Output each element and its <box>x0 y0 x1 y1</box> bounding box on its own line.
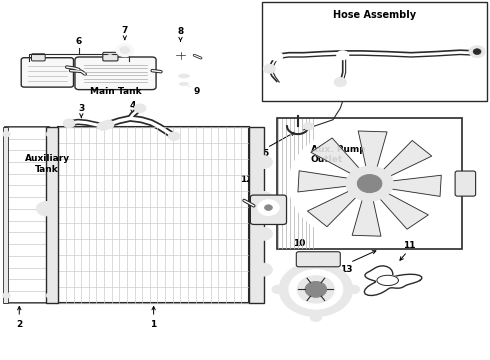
Circle shape <box>167 45 194 65</box>
FancyBboxPatch shape <box>103 52 118 61</box>
Circle shape <box>46 293 54 298</box>
Circle shape <box>469 46 485 57</box>
Circle shape <box>337 51 348 59</box>
Polygon shape <box>364 266 422 296</box>
Circle shape <box>134 104 146 113</box>
Circle shape <box>334 78 346 86</box>
Bar <box>46 127 50 303</box>
Circle shape <box>279 262 352 316</box>
Bar <box>46 127 58 303</box>
Circle shape <box>305 282 327 297</box>
Polygon shape <box>375 190 428 229</box>
Polygon shape <box>377 275 398 285</box>
Bar <box>2 127 7 303</box>
Circle shape <box>120 46 130 54</box>
Circle shape <box>264 64 275 73</box>
Circle shape <box>473 49 481 54</box>
Circle shape <box>357 175 382 193</box>
Text: 12: 12 <box>240 175 253 184</box>
Text: 6: 6 <box>76 36 82 45</box>
Circle shape <box>289 270 343 309</box>
Circle shape <box>255 156 272 168</box>
Circle shape <box>63 119 75 128</box>
Bar <box>277 118 463 249</box>
Ellipse shape <box>178 74 190 78</box>
Text: 9: 9 <box>194 87 200 96</box>
Circle shape <box>289 125 450 243</box>
Text: Auxiliary
Tank: Auxiliary Tank <box>24 154 70 174</box>
Circle shape <box>304 123 314 130</box>
Circle shape <box>346 166 393 201</box>
Circle shape <box>107 54 113 59</box>
Text: 13: 13 <box>340 265 352 274</box>
Circle shape <box>2 131 10 137</box>
Circle shape <box>471 47 483 56</box>
FancyBboxPatch shape <box>31 54 45 61</box>
Circle shape <box>98 122 109 131</box>
FancyBboxPatch shape <box>250 195 287 225</box>
Text: 1: 1 <box>150 320 157 329</box>
FancyBboxPatch shape <box>75 57 156 90</box>
Text: Aux. Pump
Outlet: Aux. Pump Outlet <box>311 145 366 164</box>
Circle shape <box>310 257 322 266</box>
Circle shape <box>310 313 322 321</box>
Bar <box>262 3 487 101</box>
FancyBboxPatch shape <box>296 252 340 267</box>
Circle shape <box>348 285 360 294</box>
Bar <box>58 127 249 303</box>
Polygon shape <box>298 171 356 192</box>
Text: 3: 3 <box>78 104 84 113</box>
Polygon shape <box>311 138 364 177</box>
Circle shape <box>297 276 334 303</box>
Circle shape <box>272 285 284 294</box>
Text: 5: 5 <box>263 149 269 158</box>
Ellipse shape <box>179 82 189 86</box>
Circle shape <box>116 44 134 57</box>
Text: 10: 10 <box>293 239 305 248</box>
Polygon shape <box>352 194 381 236</box>
Circle shape <box>46 131 54 137</box>
Text: 8: 8 <box>177 27 184 36</box>
Polygon shape <box>307 188 361 227</box>
Polygon shape <box>383 175 441 197</box>
Circle shape <box>102 120 114 129</box>
Circle shape <box>36 202 56 216</box>
Text: Hose Assembly: Hose Assembly <box>333 10 416 20</box>
Polygon shape <box>358 131 387 174</box>
Circle shape <box>2 293 10 298</box>
FancyBboxPatch shape <box>455 171 476 196</box>
Circle shape <box>255 263 272 276</box>
Circle shape <box>271 52 283 60</box>
Text: 7: 7 <box>122 26 128 35</box>
Ellipse shape <box>176 81 192 87</box>
Ellipse shape <box>174 73 193 79</box>
Circle shape <box>174 51 186 59</box>
Text: 4: 4 <box>129 101 136 110</box>
Circle shape <box>265 205 272 211</box>
Circle shape <box>255 192 272 204</box>
Circle shape <box>171 48 190 62</box>
Polygon shape <box>378 140 432 180</box>
Text: Main Tank: Main Tank <box>90 87 141 96</box>
FancyBboxPatch shape <box>21 58 74 87</box>
Circle shape <box>168 132 180 140</box>
Text: 2: 2 <box>16 320 23 329</box>
Text: 11: 11 <box>403 241 416 250</box>
Bar <box>4 127 49 303</box>
Circle shape <box>258 200 279 216</box>
Bar <box>249 127 264 303</box>
Circle shape <box>255 227 272 240</box>
